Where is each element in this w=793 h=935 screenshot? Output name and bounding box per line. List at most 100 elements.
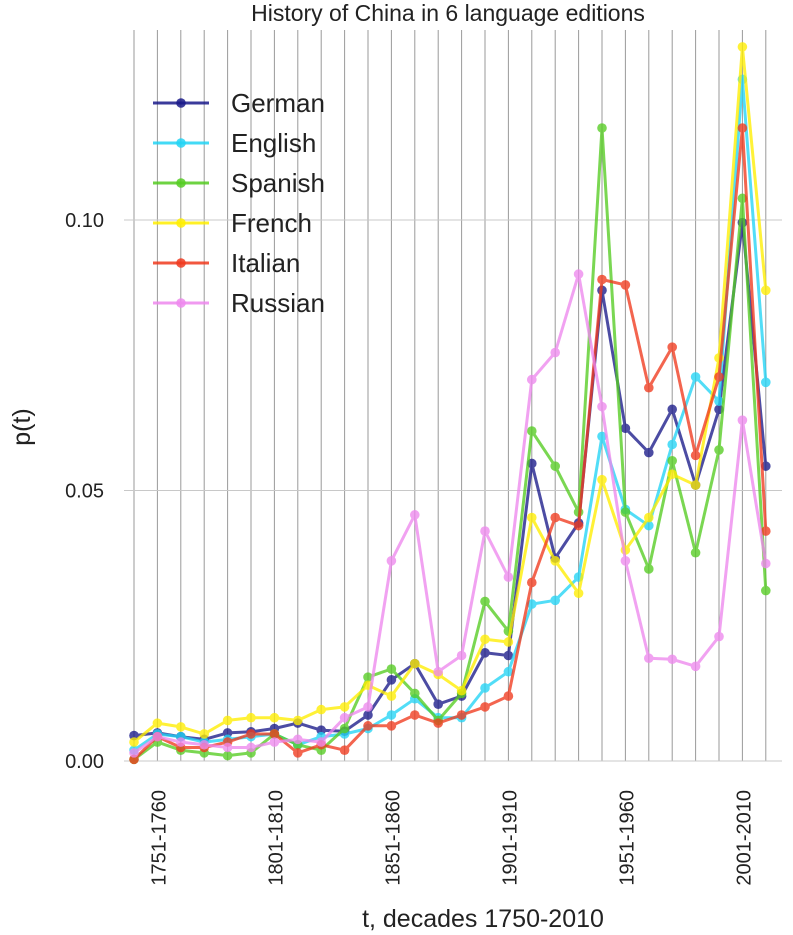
data-point <box>480 596 490 607</box>
data-point <box>550 461 560 471</box>
data-point <box>246 712 256 723</box>
data-point <box>503 666 514 677</box>
series-line <box>133 45 768 744</box>
data-point <box>597 401 607 412</box>
legend-label: French <box>231 208 312 238</box>
data-point <box>152 731 163 742</box>
y-tick-label: 0.10 <box>65 210 104 232</box>
data-point <box>222 750 233 761</box>
data-point <box>597 431 607 442</box>
data-point <box>527 599 537 609</box>
data-point <box>550 347 560 358</box>
legend-marker <box>176 258 186 268</box>
data-point <box>761 526 771 536</box>
data-point <box>597 274 607 285</box>
data-point <box>714 372 724 382</box>
data-point <box>690 547 701 558</box>
data-point <box>644 653 654 664</box>
data-point <box>737 123 748 133</box>
data-point <box>363 672 373 682</box>
y-axis-label: p(t) <box>8 408 36 446</box>
data-point <box>433 699 444 709</box>
data-point <box>410 658 420 669</box>
legend-entry-spanish: Spanish <box>153 168 325 198</box>
data-point <box>456 710 467 720</box>
data-point <box>620 556 631 566</box>
data-point <box>737 42 748 52</box>
data-point <box>456 650 467 661</box>
data-point <box>339 745 350 755</box>
data-point <box>620 423 631 434</box>
data-point <box>129 737 139 747</box>
legend: German English Spanish French Italian Russian <box>153 88 325 318</box>
y-axis-ticks: 0.00 0.05 0.10 <box>65 210 104 773</box>
data-point <box>222 742 233 753</box>
data-point <box>503 572 514 582</box>
data-point <box>714 396 724 407</box>
data-point <box>480 683 490 693</box>
data-point <box>339 702 350 712</box>
x-tick-label: 1951-1960 <box>616 790 638 886</box>
data-point <box>199 729 209 739</box>
data-point <box>456 685 467 696</box>
series-french <box>129 42 771 747</box>
data-point <box>573 520 584 531</box>
series-russian <box>129 269 771 758</box>
data-point <box>269 737 280 747</box>
data-point <box>690 661 701 672</box>
data-point <box>386 721 397 731</box>
data-point <box>620 280 631 290</box>
data-point <box>363 710 373 720</box>
data-point <box>644 512 654 523</box>
data-point <box>550 595 560 606</box>
data-point <box>714 445 724 455</box>
data-point <box>293 715 303 726</box>
data-point <box>480 526 490 536</box>
data-point <box>527 512 537 523</box>
legend-label: Spanish <box>231 168 325 198</box>
data-point <box>410 688 420 699</box>
data-point <box>339 712 350 723</box>
data-point <box>761 285 771 296</box>
legend-label: Italian <box>231 248 300 278</box>
data-point <box>550 512 560 523</box>
data-point <box>386 675 397 685</box>
data-point <box>269 729 280 739</box>
data-point <box>386 664 397 674</box>
series-line <box>133 77 768 752</box>
y-tick-label: 0.00 <box>65 751 104 773</box>
data-point <box>761 377 771 388</box>
data-point <box>246 742 256 753</box>
legend-marker <box>176 218 186 228</box>
data-point <box>433 718 444 728</box>
data-point <box>597 123 607 133</box>
data-point <box>222 715 233 726</box>
data-point <box>339 723 350 734</box>
legend-label: German <box>231 88 325 118</box>
data-point <box>573 588 584 599</box>
legend-label: English <box>231 128 316 158</box>
data-point <box>527 374 537 385</box>
data-point <box>269 712 280 723</box>
data-point <box>363 702 373 712</box>
data-point <box>667 439 677 450</box>
data-point <box>386 691 397 701</box>
legend-entry-italian: Italian <box>153 248 300 278</box>
data-point <box>316 704 327 715</box>
data-point <box>480 634 490 645</box>
data-point <box>550 556 560 566</box>
data-point <box>737 193 748 204</box>
data-point <box>644 447 654 458</box>
data-point <box>527 426 537 436</box>
data-point <box>246 729 256 739</box>
series-line <box>133 272 768 755</box>
legend-entry-german: German <box>153 88 325 118</box>
data-point <box>410 510 420 520</box>
data-point <box>690 450 701 461</box>
x-tick-label: 1801-1810 <box>265 790 287 886</box>
data-point <box>410 710 420 720</box>
legend-marker <box>176 298 186 308</box>
data-point <box>597 474 607 485</box>
data-point <box>293 748 303 758</box>
